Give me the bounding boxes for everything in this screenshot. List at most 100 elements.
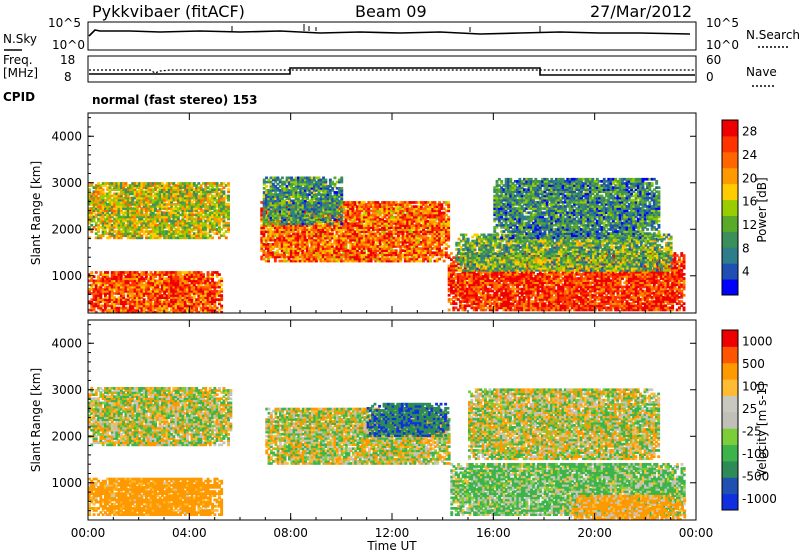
echo-cell [176, 209, 180, 212]
echo-cell [390, 257, 394, 261]
echo-cell [410, 220, 414, 223]
echo-cell [108, 182, 112, 185]
echo-cell [360, 255, 364, 259]
echo-cell [97, 186, 100, 189]
echo-cell [122, 277, 126, 281]
echo-cell [213, 182, 217, 185]
echo-cell [287, 243, 291, 246]
echo-cell [435, 240, 439, 244]
echo-cell [362, 211, 366, 215]
echo-cell [170, 228, 173, 231]
echo-cell [124, 211, 128, 215]
echo-cell [287, 220, 291, 224]
echo-cell [174, 285, 178, 289]
echo-cell [197, 221, 201, 225]
echo-cell [174, 221, 178, 225]
echo-cell [346, 253, 350, 257]
echo-cell [419, 213, 423, 217]
echo-cell [215, 190, 219, 194]
echo-cell [122, 182, 126, 185]
echo-cell [394, 207, 398, 211]
echo-cell [374, 234, 378, 238]
echo-cell [429, 240, 432, 244]
echo-cell [104, 209, 107, 212]
echo-cell [99, 221, 103, 225]
echo-cell [163, 223, 167, 227]
echo-cell [447, 215, 451, 219]
echo-cell [413, 255, 416, 259]
echo-cell [188, 207, 192, 210]
echo-cell [179, 290, 183, 293]
echo-cell [444, 209, 448, 213]
echo-cell [190, 188, 194, 191]
echo-cell [174, 213, 178, 217]
echo-cell [183, 236, 187, 240]
echo-cell [399, 226, 403, 229]
echo-cell [192, 223, 196, 227]
echo-cell [287, 236, 291, 240]
echo-cell [204, 209, 208, 212]
echo-cell [351, 249, 355, 252]
echo-cell [367, 236, 371, 240]
echo-cell [356, 255, 359, 259]
echo-cell [281, 214, 284, 217]
echo-cell [195, 228, 199, 231]
echo-cell [208, 308, 212, 312]
echo-cell [165, 188, 169, 191]
echo-cell [122, 215, 126, 219]
echo-cell [360, 240, 364, 244]
echo-cell [147, 209, 151, 212]
echo-cell [170, 281, 173, 285]
echo-cell [179, 194, 183, 198]
echo-cell [204, 203, 208, 206]
echo-cell [142, 198, 146, 202]
echo-cell [161, 207, 164, 210]
echo-cell [138, 287, 142, 291]
echo-cell [312, 238, 316, 242]
echo-cell [419, 230, 423, 234]
echo-cell [294, 228, 298, 231]
echo-cell [186, 300, 189, 304]
echo-cell [289, 243, 293, 246]
echo-cell [135, 196, 139, 200]
echo-cell [167, 281, 171, 285]
echo-cell [415, 257, 419, 261]
echo-cell [285, 184, 289, 188]
echo-cell [408, 240, 412, 244]
echo-cell [426, 259, 430, 263]
echo-cell [176, 200, 180, 204]
echo-cell [442, 226, 446, 229]
echo-cell [129, 277, 132, 281]
echo-cell [94, 221, 98, 225]
echo-cell [417, 201, 421, 204]
echo-cell [215, 292, 219, 295]
echo-cell [362, 205, 366, 208]
echo-cell [289, 247, 293, 250]
echo-cell [151, 228, 155, 231]
echo-cell [397, 255, 400, 259]
echo-cell [222, 205, 226, 208]
echo-cell [151, 188, 155, 191]
echo-cell [190, 283, 194, 287]
echo-cell [117, 230, 121, 233]
echo-cell [335, 236, 339, 240]
echo-cell [283, 232, 286, 236]
echo-cell [179, 182, 183, 185]
echo-cell [424, 234, 428, 238]
echo-cell [265, 184, 268, 188]
echo-cell [140, 310, 144, 313]
echo-cell [349, 211, 353, 215]
echo-cell [303, 228, 307, 231]
echo-cell [312, 232, 316, 236]
echo-cell [344, 255, 348, 259]
echo-cell [202, 302, 205, 306]
echo-cell [218, 232, 221, 235]
echo-cell [296, 228, 300, 231]
echo-cell [224, 223, 228, 227]
echo-cell [161, 213, 164, 217]
echo-cell [190, 207, 194, 210]
echo-cell [117, 287, 121, 291]
echo-cell [158, 230, 162, 233]
echo-cell [353, 213, 357, 217]
echo-cell [442, 240, 446, 244]
